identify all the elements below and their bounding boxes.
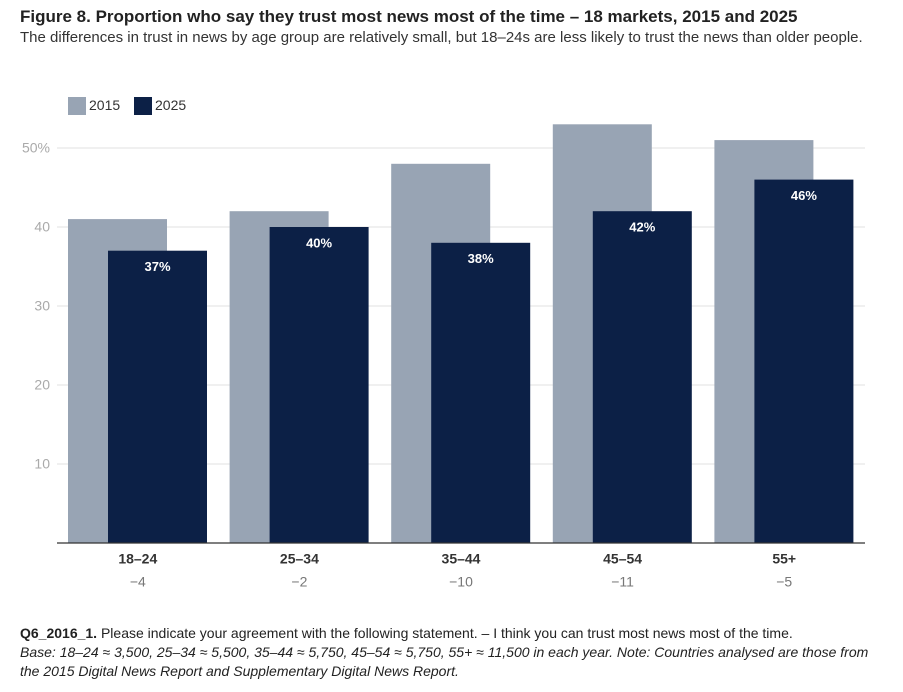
y-tick-label: 50%	[22, 140, 50, 156]
legend-swatch	[68, 97, 86, 115]
header: Figure 8. Proportion who say they trust …	[20, 6, 900, 48]
difference-label: −2	[291, 574, 307, 590]
x-tick-label: 55+	[772, 551, 796, 567]
bar	[269, 227, 369, 543]
value-label: 38%	[468, 251, 494, 266]
y-tick-label: 10	[34, 456, 50, 472]
bar	[592, 211, 692, 543]
difference-label: −4	[130, 574, 146, 590]
footer: Q6_2016_1. Please indicate your agreemen…	[20, 624, 888, 681]
difference-label: −11	[611, 574, 634, 590]
value-label: 37%	[144, 259, 170, 274]
value-label: 42%	[629, 220, 655, 235]
x-tick-label: 45–54	[603, 551, 642, 567]
chart-title: Figure 8. Proportion who say they trust …	[20, 7, 798, 26]
x-tick-label: 25–34	[280, 551, 319, 567]
x-tick-label: 35–44	[442, 551, 481, 567]
value-label: 40%	[306, 235, 332, 250]
base-note: Base: 18–24 ≈ 3,500, 25–34 ≈ 5,500, 35–4…	[20, 644, 869, 679]
difference-label: −10	[449, 574, 473, 590]
y-tick-label: 20	[34, 377, 50, 393]
legend-label: 2015	[89, 97, 120, 113]
chart: 2015 2025 10 20 30 40 50% 37% 40% 38% 42% 46% 18–24 −…	[22, 97, 865, 590]
y-tick-label: 30	[34, 298, 50, 314]
bar	[108, 250, 207, 543]
difference-label: −5	[776, 574, 792, 590]
question-code: Q6_2016_1.	[20, 625, 98, 641]
value-label: 46%	[791, 188, 817, 203]
question-text: Please indicate your agreement with the …	[100, 625, 793, 641]
legend-label: 2025	[155, 97, 186, 113]
legend-swatch	[134, 97, 152, 115]
bar	[754, 179, 854, 543]
chart-subtitle: The differences in trust in news by age …	[20, 29, 863, 46]
y-tick-label: 40	[34, 219, 50, 235]
question: Q6_2016_1. Please indicate your agreemen…	[20, 624, 888, 643]
bar	[431, 242, 531, 544]
x-tick-label: 18–24	[118, 551, 157, 567]
